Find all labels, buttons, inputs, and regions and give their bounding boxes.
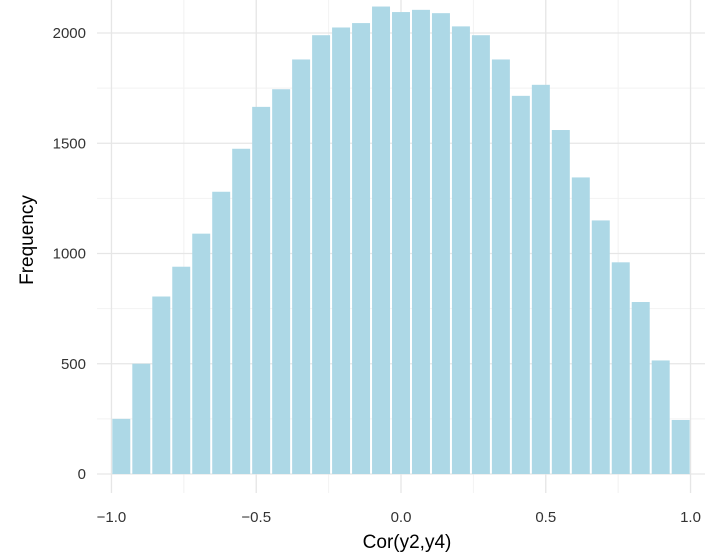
histogram-bar: [132, 363, 151, 474]
histogram-bar: [671, 419, 690, 474]
histogram-bar: [611, 262, 630, 474]
histogram-bar: [651, 360, 670, 474]
histogram-bar: [252, 106, 271, 475]
x-axis-ticks: −1.0 −0.5 0.0 0.5 1.0: [97, 509, 701, 526]
histogram-bar: [491, 59, 510, 475]
x-axis-title: Cor(y2,y4): [363, 532, 452, 553]
y-tick-label: 0: [78, 466, 86, 483]
histogram-bar: [531, 84, 550, 474]
y-tick-label: 1500: [53, 135, 86, 152]
histogram-bar: [431, 13, 450, 475]
x-tick-label: 1.0: [680, 509, 701, 526]
y-tick-label: 1000: [53, 246, 86, 263]
y-tick-label: 500: [61, 356, 86, 373]
histogram-bar: [511, 95, 530, 474]
histogram-bar: [411, 9, 430, 474]
histogram-bar: [372, 6, 391, 474]
histogram-bar: [172, 266, 191, 474]
histogram-bar: [292, 59, 311, 475]
histogram-bar: [112, 418, 131, 474]
histogram-bar: [232, 148, 251, 474]
x-tick-label: −1.0: [97, 509, 127, 526]
x-tick-label: 0.0: [391, 509, 412, 526]
histogram-bar: [212, 191, 231, 474]
bars: [112, 6, 690, 475]
histogram-bar: [471, 35, 490, 475]
histogram-bar: [591, 220, 610, 474]
histogram-bar: [152, 296, 171, 474]
histogram-bar: [392, 12, 410, 475]
y-tick-label: 2000: [53, 25, 86, 42]
plot-panel: [97, 0, 705, 493]
x-tick-label: 0.5: [535, 509, 556, 526]
histogram-bar: [332, 27, 351, 475]
histogram-bar: [571, 177, 590, 475]
histogram-bar: [192, 233, 211, 474]
histogram-bar: [352, 23, 371, 474]
histogram-bar: [451, 26, 470, 474]
histogram-bar: [312, 35, 331, 475]
histogram-bar: [631, 302, 650, 474]
y-axis-title: Frequency: [17, 195, 38, 285]
x-tick-label: −0.5: [241, 509, 271, 526]
histogram-bar: [272, 89, 291, 474]
y-axis-ticks: 0 500 1000 1500 2000: [53, 25, 86, 483]
histogram-bar: [551, 130, 570, 474]
